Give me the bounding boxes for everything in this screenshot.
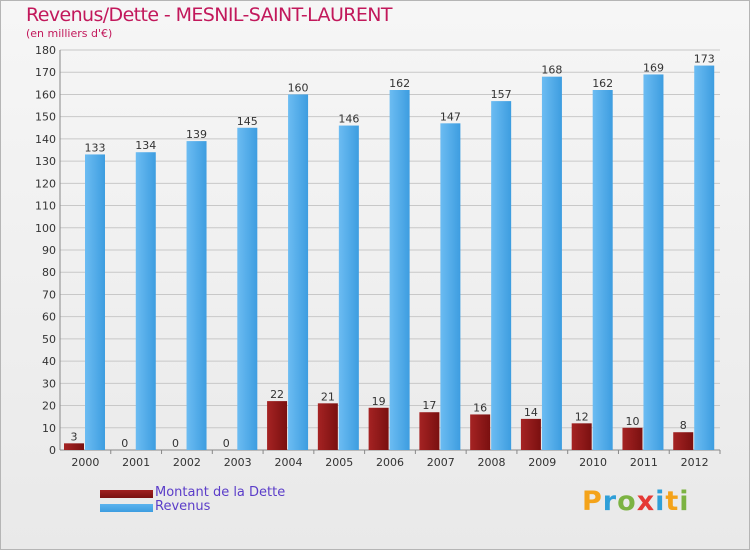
y-tick-label: 30: [42, 377, 56, 390]
data-label-revenue: 168: [541, 64, 562, 77]
bar-debt: [368, 407, 389, 450]
x-tick-label: 2011: [630, 456, 658, 469]
x-tick-label: 2008: [478, 456, 506, 469]
data-label-debt: 0: [172, 437, 179, 450]
x-tick-label: 2004: [274, 456, 302, 469]
data-label-revenue: 160: [288, 81, 309, 94]
y-tick-label: 50: [42, 333, 56, 346]
data-label-debt: 8: [680, 419, 687, 432]
y-tick-label: 140: [35, 133, 56, 146]
chart-title: Revenus/Dette - MESNIL-SAINT-LAURENT: [26, 4, 392, 26]
legend-label-revenue: Revenus: [155, 499, 211, 514]
data-label-revenue: 162: [389, 77, 410, 90]
bar-revenue: [643, 74, 664, 450]
y-tick-label: 70: [42, 288, 56, 301]
x-tick-label: 2009: [528, 456, 556, 469]
data-label-revenue: 147: [440, 110, 461, 123]
data-label-debt: 14: [524, 406, 538, 419]
bar-debt: [673, 432, 694, 450]
x-tick-label: 2002: [173, 456, 201, 469]
bar-debt: [520, 418, 541, 450]
data-label-revenue: 139: [186, 128, 207, 141]
y-tick-label: 160: [35, 88, 56, 101]
y-tick-label: 0: [49, 444, 56, 457]
bar-revenue: [440, 123, 461, 450]
bar-revenue: [338, 125, 359, 451]
y-tick-label: 40: [42, 355, 56, 368]
data-label-revenue: 169: [643, 61, 664, 74]
data-label-debt: 21: [321, 390, 335, 403]
bar-debt: [317, 403, 338, 450]
data-label-debt: 17: [422, 399, 436, 412]
legend-label-debt: Montant de la Dette: [155, 485, 286, 500]
bar-revenue: [85, 154, 105, 450]
brand-logo: Proxiti: [582, 486, 690, 517]
y-tick-label: 170: [35, 66, 56, 79]
data-label-revenue: 173: [694, 53, 715, 66]
data-label-debt: 19: [372, 395, 386, 408]
bar-debt: [622, 427, 643, 450]
bar-revenue: [288, 94, 309, 450]
y-tick-label: 150: [35, 111, 56, 124]
y-tick-label: 100: [35, 222, 56, 235]
y-tick-label: 20: [42, 400, 56, 413]
y-tick-label: 60: [42, 311, 56, 324]
bar-debt: [470, 414, 491, 450]
bar-revenue: [592, 90, 613, 450]
bar-revenue: [135, 152, 156, 450]
legend-swatch-revenue: [100, 504, 153, 512]
bar-revenue: [186, 141, 207, 450]
bar-revenue: [389, 90, 410, 450]
data-label-revenue: 157: [491, 88, 512, 101]
data-label-debt: 3: [71, 430, 78, 443]
x-tick-label: 2006: [376, 456, 404, 469]
x-tick-label: 2012: [681, 456, 709, 469]
legend-swatch-debt: [100, 490, 153, 498]
data-label-debt: 0: [121, 437, 128, 450]
y-tick-label: 90: [42, 244, 56, 257]
bar-revenue: [237, 127, 258, 451]
data-label-revenue: 133: [85, 141, 106, 154]
data-label-debt: 16: [473, 401, 487, 414]
bar-revenue: [694, 65, 715, 451]
bar-debt: [64, 443, 84, 450]
bar-debt: [571, 423, 592, 450]
y-tick-label: 10: [42, 422, 56, 435]
bar-debt: [267, 401, 288, 450]
data-label-revenue: 162: [592, 77, 613, 90]
bar-revenue: [491, 101, 512, 450]
x-tick-label: 2010: [579, 456, 607, 469]
bar-revenue: [541, 76, 562, 451]
data-label-revenue: 134: [135, 139, 156, 152]
data-label-debt: 22: [270, 388, 284, 401]
data-label-debt: 10: [625, 415, 639, 428]
x-tick-label: 2007: [427, 456, 455, 469]
data-label-revenue: 145: [237, 115, 258, 128]
x-tick-label: 2000: [71, 456, 99, 469]
y-tick-label: 80: [42, 266, 56, 279]
y-tick-label: 120: [35, 177, 56, 190]
chart-subtitle: (en milliers d'€): [26, 27, 113, 40]
y-tick-label: 180: [35, 44, 56, 57]
bar-debt: [419, 412, 440, 450]
x-tick-label: 2003: [224, 456, 252, 469]
data-label-debt: 12: [575, 410, 589, 423]
x-tick-label: 2001: [122, 456, 150, 469]
data-label-revenue: 146: [338, 113, 359, 126]
y-tick-label: 110: [35, 200, 56, 213]
x-tick-label: 2005: [325, 456, 353, 469]
y-tick-label: 130: [35, 155, 56, 168]
data-label-debt: 0: [223, 437, 230, 450]
